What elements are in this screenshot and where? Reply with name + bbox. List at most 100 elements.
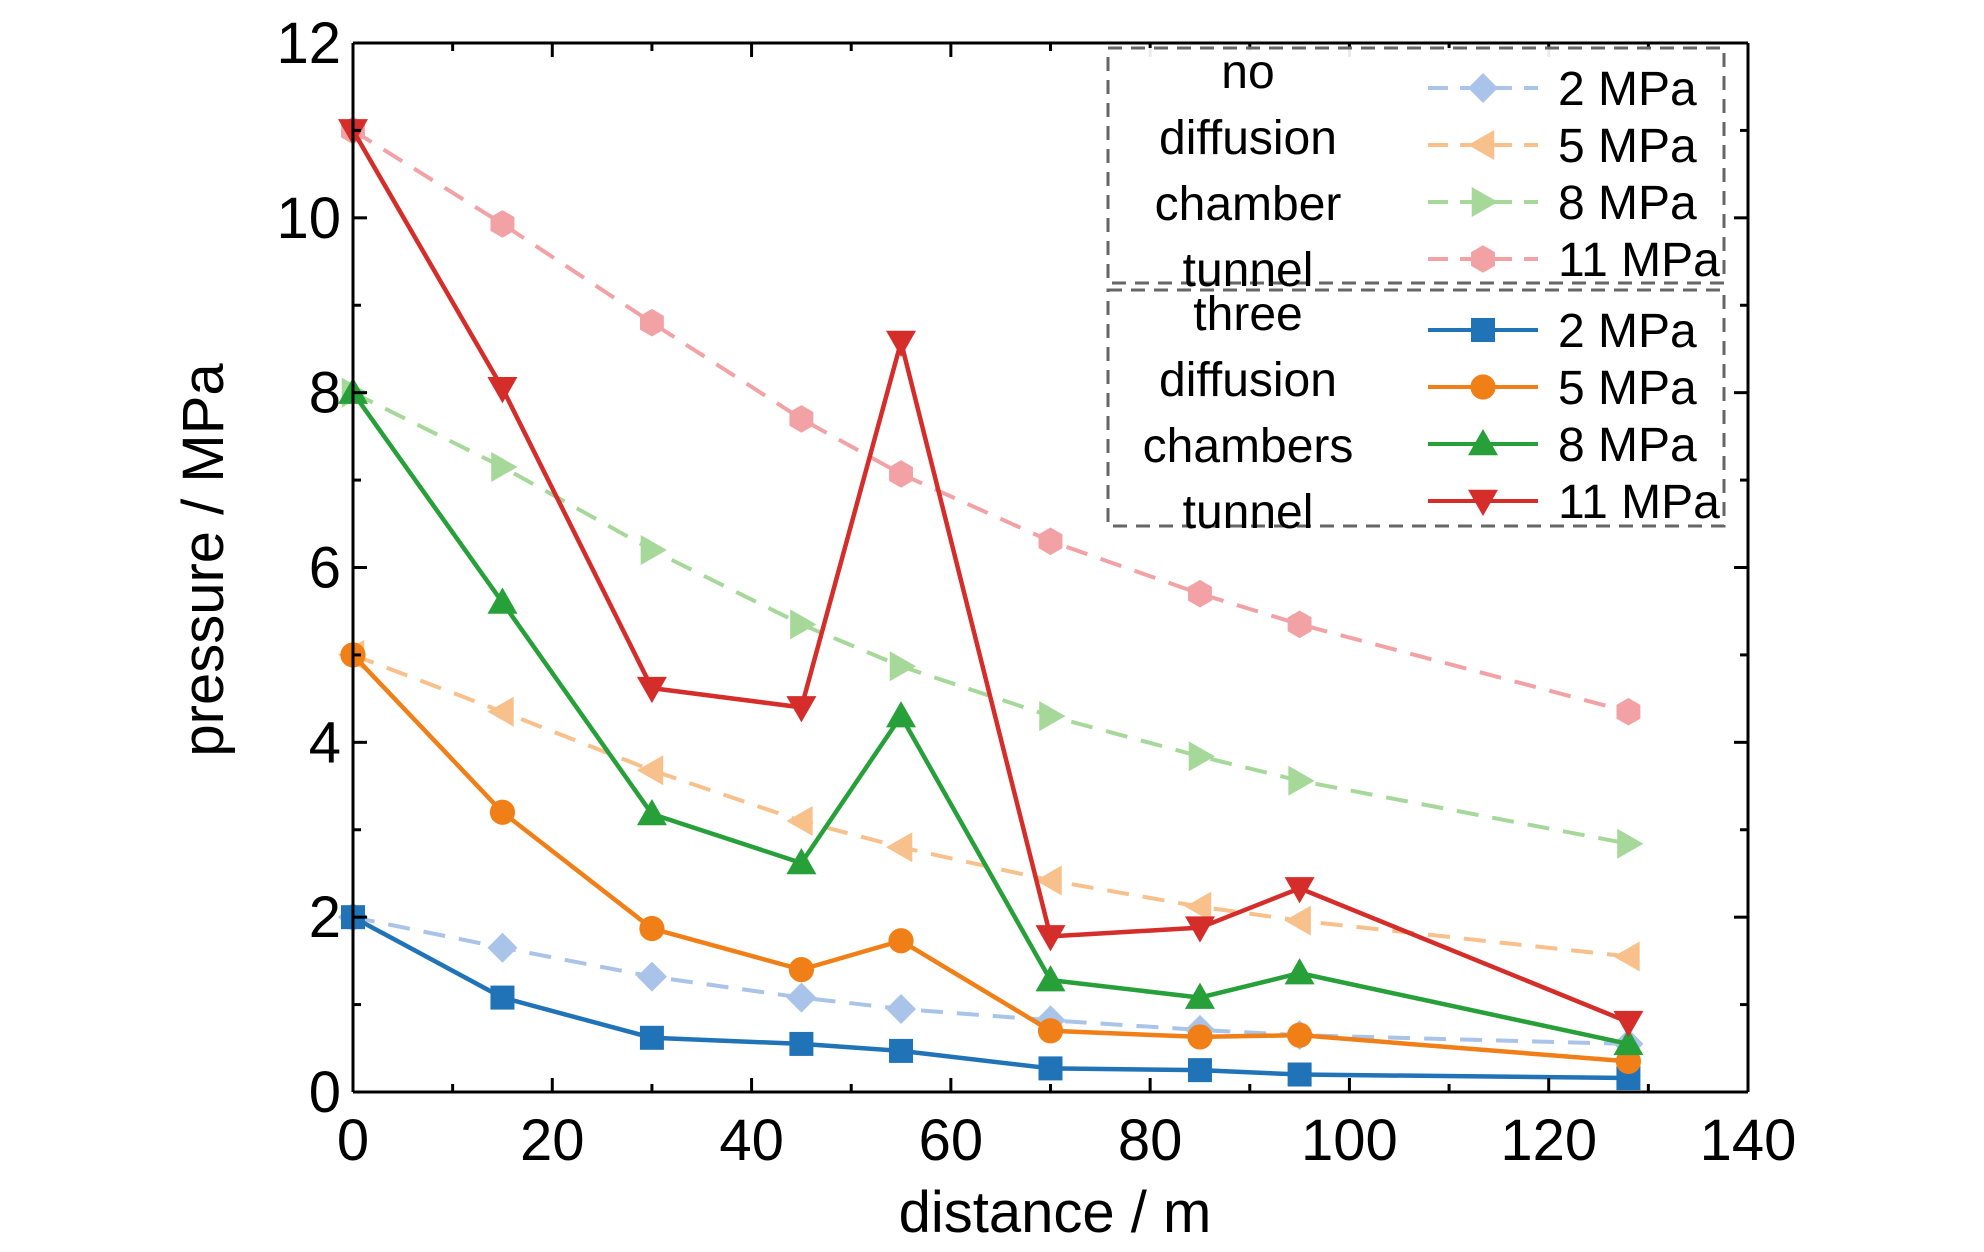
data-point [636,961,667,992]
legend-label: 2 MPa [1558,63,1697,116]
data-point [1184,982,1215,1009]
data-point [1039,701,1066,732]
data-point [1038,1056,1063,1081]
data-point [1613,1028,1644,1056]
series-three-chambers-5-mpa [340,642,1642,1075]
legend-title-line: three [1193,288,1302,341]
y-tick-label: 4 [309,710,341,775]
data-point [1188,579,1212,608]
data-point [1035,925,1066,952]
legend-swatch-marker [1468,429,1498,456]
x-tick-label: 20 [520,1108,585,1173]
data-point [487,587,518,614]
data-point [889,651,917,682]
series-three-chambers-2-mpa [341,905,1641,1091]
data-point [491,451,518,482]
y-tick-label: 10 [276,186,341,251]
y-tick-label: 2 [309,885,341,950]
data-point [788,957,814,983]
y-tick-label: 6 [309,536,341,601]
legend-swatch-marker [1471,245,1495,273]
data-point [636,799,667,826]
data-point [636,676,667,704]
legend-title-line: tunnel [1183,244,1314,297]
data-point [1616,697,1641,726]
data-point [1284,905,1311,936]
legend-label: 2 MPa [1558,305,1697,358]
legend-label: 5 MPa [1558,120,1697,173]
legend-label: 8 MPa [1558,419,1697,472]
data-point [786,696,817,723]
data-point [889,460,913,488]
legend-box [1106,46,1726,285]
y-tick-label: 0 [309,1060,341,1125]
legend-entry: 2 MPa [1428,305,1697,358]
x-tick-label: 0 [337,1108,369,1173]
data-point [790,609,817,640]
data-point [487,932,518,963]
legend-label: 11 MPa [1558,234,1720,287]
legend-entry: 2 MPa [1428,63,1697,116]
legend-title-line: tunnel [1183,486,1314,539]
legend-swatch-marker [1471,187,1498,217]
data-point [490,210,515,238]
data-point [489,799,516,825]
x-tick-label: 60 [919,1108,984,1173]
data-point [639,308,664,337]
data-point [1287,1062,1312,1087]
y-axis-label: pressure / MPa [171,363,236,757]
data-point [1288,765,1315,796]
legend-swatch-marker [1468,130,1495,160]
data-point [1188,741,1215,772]
legend-swatch-marker [1468,73,1498,103]
data-point [886,832,913,863]
data-point [490,985,515,1010]
x-tick-label: 40 [719,1108,784,1173]
legend-title-line: diffusion [1159,354,1337,407]
data-point [1184,891,1212,922]
y-tick-label: 12 [276,11,341,76]
legend-swatch-marker [1468,489,1498,516]
data-point [1284,877,1315,904]
data-point [639,915,665,942]
data-point [1287,1022,1313,1048]
legend-title-line: chamber [1155,178,1342,231]
data-point [1184,916,1215,943]
legend-label: 11 MPa [1558,476,1720,529]
series-line [351,128,1629,714]
data-point [786,982,817,1013]
series-layer [338,116,1644,1091]
legend-label: 5 MPa [1558,362,1697,415]
legend-swatch-marker [1471,318,1495,342]
data-point [639,1025,664,1050]
x-tick-label: 100 [1301,1108,1398,1173]
data-point [889,1038,914,1063]
legend-title-line: chambers [1143,420,1354,473]
legend-entry: 11 MPa [1428,234,1720,287]
data-point [886,993,917,1024]
data-point [1617,828,1644,859]
data-point [1035,965,1066,992]
legend-swatch-marker [1470,374,1496,400]
data-point [786,847,817,875]
legend-box [1106,288,1726,528]
y-tick-label: 8 [309,361,341,426]
data-point [487,696,514,727]
x-tick-label: 120 [1500,1108,1597,1173]
legend-entry: 8 MPa [1428,419,1697,472]
data-point [487,377,518,404]
data-point [636,755,664,786]
x-tick-label: 80 [1118,1108,1183,1173]
data-point [786,806,813,837]
x-tick-label: 140 [1700,1108,1797,1173]
data-point [1284,958,1315,985]
axis-ticks: 0 20 40 60 80 100 120 140 0 2 4 6 8 10 12 [276,11,1796,1173]
legend-title-line: diffusion [1159,112,1337,165]
series-no-chamber-5-mpa [338,639,1640,972]
data-point [888,928,914,954]
data-point [1613,1010,1644,1038]
legend-entry: 5 MPa [1428,362,1697,415]
